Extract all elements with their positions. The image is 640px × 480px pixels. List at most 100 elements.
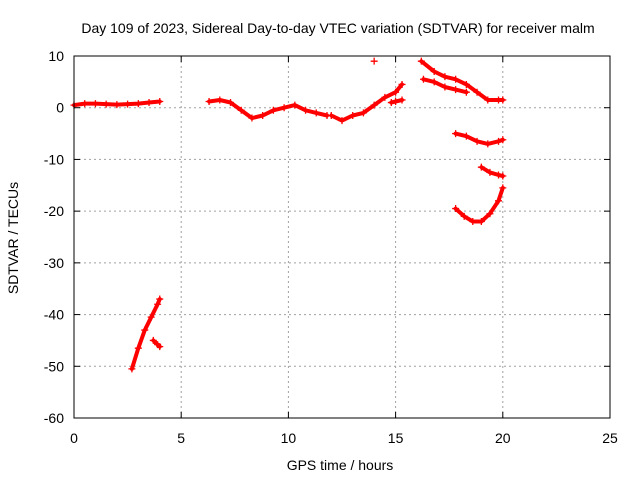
data-point: [349, 111, 357, 119]
y-axis-label: SDTVAR / TECUs: [5, 182, 21, 294]
data-point: [486, 168, 494, 176]
series-trace: [329, 82, 404, 123]
x-axis-label: GPS time / hours: [287, 457, 394, 473]
x-tick-label: 5: [177, 430, 185, 446]
data-point: [392, 88, 400, 96]
series-arc7: [387, 96, 406, 107]
data-point: [495, 197, 503, 205]
data-point: [381, 93, 389, 101]
ticks: [73, 55, 611, 419]
y-tick-label: -50: [44, 358, 64, 374]
data-point: [430, 78, 438, 86]
data-point: [237, 106, 245, 114]
series-arc4: [205, 96, 331, 122]
series-arc11: [477, 163, 507, 180]
x-tick-label: 15: [388, 430, 404, 446]
data-point: [128, 365, 136, 373]
data-point: [269, 106, 277, 114]
data-point: [149, 336, 157, 344]
data-point: [484, 140, 492, 148]
data-point: [462, 132, 470, 140]
data-point: [473, 137, 481, 145]
y-tick-label: 0: [56, 100, 64, 116]
data-point: [338, 117, 346, 125]
y-tick-label: 10: [48, 48, 64, 64]
x-tick-label: 0: [70, 430, 78, 446]
data-point: [462, 88, 470, 96]
data-point: [312, 109, 320, 117]
series-arc10: [452, 130, 507, 148]
data-point: [499, 96, 507, 104]
data-point: [259, 111, 267, 119]
data-point: [499, 172, 507, 180]
data-point: [452, 86, 460, 94]
data-point: [452, 205, 460, 213]
data-point: [81, 100, 89, 108]
data-point: [156, 98, 164, 106]
x-tick-label: 25: [602, 430, 618, 446]
data-point: [477, 163, 485, 171]
data-point: [441, 83, 449, 91]
y-tick-label: -60: [44, 410, 64, 426]
plot-frame: [73, 55, 611, 419]
data-points: [70, 57, 507, 373]
data-point: [477, 217, 485, 225]
series-arc12: [452, 184, 507, 225]
y-tick-label: -30: [44, 255, 64, 271]
data-point: [469, 217, 477, 225]
series-arc2: [128, 295, 164, 373]
data-point: [327, 111, 335, 119]
data-point: [460, 212, 468, 220]
data-point: [441, 73, 449, 81]
data-point: [102, 100, 110, 108]
series-arc8: [417, 57, 507, 104]
data-point: [302, 106, 310, 114]
data-point: [156, 295, 164, 303]
data-point: [495, 137, 503, 145]
data-point: [462, 80, 470, 88]
data-point: [398, 96, 406, 104]
data-point: [147, 313, 155, 321]
y-tick-label: -20: [44, 203, 64, 219]
series-arc3: [149, 336, 164, 351]
data-point: [145, 99, 153, 107]
data-point: [134, 344, 142, 352]
data-point: [227, 99, 235, 107]
chart-title: Day 109 of 2023, Sidereal Day-to-day VTE…: [81, 20, 594, 36]
series-arc5: [327, 80, 406, 125]
y-tick-label: -10: [44, 151, 64, 167]
series-arc9: [419, 75, 470, 96]
data-point: [486, 210, 494, 218]
data-point: [387, 99, 395, 107]
data-point: [291, 101, 299, 109]
series-arc6: [370, 57, 378, 65]
data-point: [124, 100, 132, 108]
data-point: [499, 184, 507, 192]
data-point: [280, 104, 288, 112]
data-point: [417, 57, 425, 65]
data-point: [248, 114, 256, 122]
grid: [74, 56, 610, 418]
data-point: [154, 300, 162, 308]
data-point: [430, 68, 438, 76]
series-arc1: [70, 98, 164, 109]
data-point: [370, 57, 378, 65]
data-point: [392, 98, 400, 106]
data-point: [216, 96, 224, 104]
x-tick-label: 10: [281, 430, 297, 446]
data-point: [499, 136, 507, 144]
data-point: [370, 101, 378, 109]
data-point: [91, 100, 99, 108]
data-point: [419, 75, 427, 83]
data-point: [495, 171, 503, 179]
data-point: [113, 101, 121, 109]
data-point: [484, 96, 492, 104]
data-point: [359, 109, 367, 117]
data-point: [205, 98, 213, 106]
data-point: [156, 343, 164, 351]
data-point: [398, 80, 406, 88]
data-point: [134, 100, 142, 108]
tick-labels: 0 5 10 15 20 25 10 0 -10 -20 -30 -40 -50 -60: [44, 48, 618, 446]
